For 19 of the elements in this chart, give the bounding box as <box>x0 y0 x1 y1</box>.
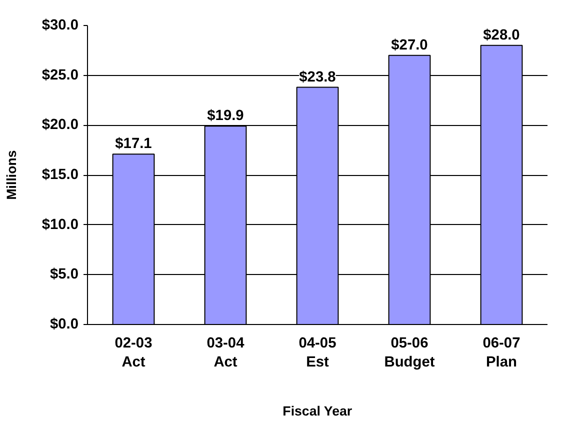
y-tick-label: $15.0 <box>42 167 79 183</box>
x-tick-label: 06-07 Plan <box>482 336 520 371</box>
y-tick-label: $5.0 <box>50 266 79 283</box>
y-tick-label: $10.0 <box>42 216 79 233</box>
x-tick-label: 02-03 Act <box>114 336 152 371</box>
y-tick-label: $30.0 <box>42 18 79 34</box>
y-tick-label: $0.0 <box>50 316 79 332</box>
data-label: $17.1 <box>115 136 152 152</box>
x-tick-label: 05-06 Budget <box>384 336 435 371</box>
x-axis-title: Fiscal Year <box>282 404 352 419</box>
x-tick-label: 03-04 Act <box>206 336 246 371</box>
y-tick-label: $25.0 <box>42 67 79 84</box>
data-label: $19.9 <box>207 108 244 124</box>
x-tick-label: 04-05 Est <box>298 336 336 371</box>
y-tick-label: $20.0 <box>42 117 79 134</box>
data-label: $27.0 <box>391 37 428 54</box>
data-label: $23.8 <box>299 69 336 86</box>
y-axis-title: Millions <box>4 150 19 200</box>
data-label: $28.0 <box>483 27 520 44</box>
